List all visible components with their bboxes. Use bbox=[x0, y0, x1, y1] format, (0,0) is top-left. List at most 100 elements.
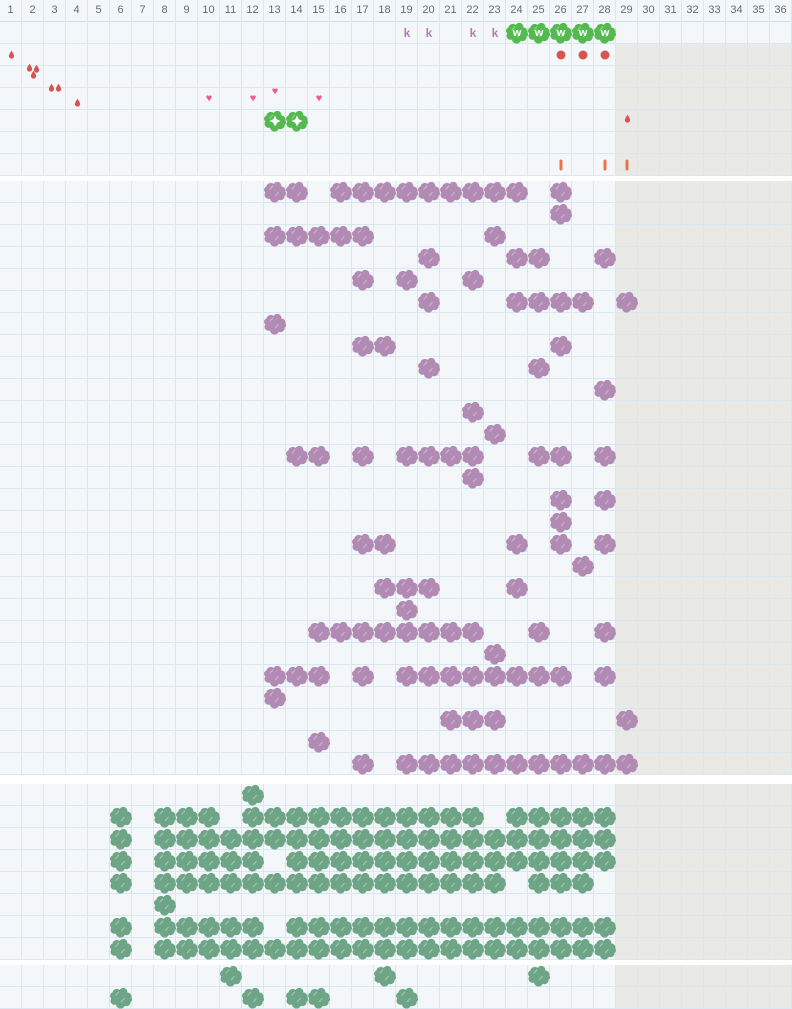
green-bush[interactable] bbox=[154, 938, 176, 960]
green-bush[interactable] bbox=[154, 806, 176, 828]
flower-bush-icon[interactable] bbox=[286, 110, 308, 132]
green-bush[interactable] bbox=[374, 828, 396, 850]
purple-bush[interactable] bbox=[572, 753, 594, 775]
red-droplet-icon[interactable] bbox=[47, 79, 63, 95]
purple-bush[interactable] bbox=[396, 577, 418, 599]
purple-bush[interactable] bbox=[484, 181, 506, 203]
green-bush[interactable] bbox=[550, 850, 572, 872]
purple-bush[interactable] bbox=[506, 291, 528, 313]
green-bush[interactable] bbox=[176, 872, 198, 894]
green-bush[interactable] bbox=[484, 916, 506, 938]
purple-bush[interactable] bbox=[550, 203, 572, 225]
green-bush[interactable] bbox=[396, 916, 418, 938]
green-bush[interactable] bbox=[330, 828, 352, 850]
green-bush[interactable] bbox=[484, 850, 506, 872]
purple-bush[interactable] bbox=[484, 225, 506, 247]
purple-bush[interactable] bbox=[352, 335, 374, 357]
green-bush[interactable] bbox=[242, 916, 264, 938]
green-bush[interactable] bbox=[572, 828, 594, 850]
purple-bush[interactable] bbox=[440, 181, 462, 203]
red-droplet-icon[interactable] bbox=[619, 111, 635, 127]
letter-k-marker[interactable]: k bbox=[425, 26, 433, 40]
green-bush[interactable] bbox=[308, 828, 330, 850]
red-droplet-icon[interactable] bbox=[25, 63, 41, 79]
green-bush[interactable] bbox=[506, 828, 528, 850]
purple-bush[interactable] bbox=[330, 225, 352, 247]
purple-bush[interactable] bbox=[396, 665, 418, 687]
purple-bush[interactable] bbox=[286, 665, 308, 687]
green-bush[interactable] bbox=[528, 916, 550, 938]
purple-bush[interactable] bbox=[462, 445, 484, 467]
purple-bush[interactable] bbox=[286, 181, 308, 203]
green-bush[interactable] bbox=[572, 872, 594, 894]
purple-bush[interactable] bbox=[528, 665, 550, 687]
green-bush[interactable] bbox=[352, 806, 374, 828]
purple-bush[interactable] bbox=[418, 753, 440, 775]
green-bush[interactable] bbox=[396, 806, 418, 828]
purple-bush[interactable] bbox=[330, 181, 352, 203]
purple-bush[interactable] bbox=[462, 181, 484, 203]
green-bush[interactable] bbox=[110, 850, 132, 872]
green-bush[interactable] bbox=[594, 828, 616, 850]
purple-bush[interactable] bbox=[462, 269, 484, 291]
red-dot-icon[interactable] bbox=[556, 50, 566, 60]
green-bush[interactable] bbox=[418, 938, 440, 960]
green-bush[interactable] bbox=[198, 872, 220, 894]
purple-bush[interactable] bbox=[308, 665, 330, 687]
purple-bush[interactable] bbox=[396, 753, 418, 775]
purple-bush[interactable] bbox=[528, 291, 550, 313]
purple-bush[interactable] bbox=[572, 555, 594, 577]
green-bush[interactable] bbox=[440, 938, 462, 960]
green-bush[interactable] bbox=[220, 965, 242, 987]
green-bush[interactable] bbox=[484, 872, 506, 894]
green-bush[interactable] bbox=[176, 938, 198, 960]
purple-bush[interactable] bbox=[418, 665, 440, 687]
purple-bush[interactable] bbox=[440, 445, 462, 467]
green-bush[interactable] bbox=[352, 872, 374, 894]
green-bush[interactable] bbox=[396, 850, 418, 872]
purple-bush[interactable] bbox=[374, 577, 396, 599]
green-bush[interactable] bbox=[418, 828, 440, 850]
orange-tick-icon[interactable] bbox=[559, 159, 563, 171]
green-bush[interactable] bbox=[330, 916, 352, 938]
green-bush[interactable] bbox=[110, 828, 132, 850]
green-bush[interactable] bbox=[286, 828, 308, 850]
heart-icon[interactable]: ♥ bbox=[271, 85, 279, 98]
purple-bush[interactable] bbox=[594, 489, 616, 511]
section-top[interactable] bbox=[0, 22, 792, 176]
purple-bush[interactable] bbox=[594, 533, 616, 555]
purple-bush[interactable] bbox=[374, 533, 396, 555]
green-bush[interactable] bbox=[352, 916, 374, 938]
green-bush[interactable] bbox=[330, 806, 352, 828]
purple-bush[interactable] bbox=[484, 753, 506, 775]
purple-bush[interactable] bbox=[286, 445, 308, 467]
green-bush[interactable] bbox=[440, 828, 462, 850]
purple-bush[interactable] bbox=[264, 687, 286, 709]
green-bush[interactable] bbox=[572, 850, 594, 872]
green-bush[interactable] bbox=[110, 872, 132, 894]
purple-bush[interactable] bbox=[506, 181, 528, 203]
water-bush-icon[interactable]: w bbox=[528, 22, 550, 44]
green-bush[interactable] bbox=[242, 987, 264, 1009]
purple-bush[interactable] bbox=[462, 467, 484, 489]
green-bush[interactable] bbox=[308, 938, 330, 960]
green-bush[interactable] bbox=[176, 806, 198, 828]
green-bush[interactable] bbox=[220, 828, 242, 850]
purple-bush[interactable] bbox=[462, 753, 484, 775]
green-bush[interactable] bbox=[396, 938, 418, 960]
green-bush[interactable] bbox=[440, 806, 462, 828]
purple-bush[interactable] bbox=[264, 665, 286, 687]
purple-bush[interactable] bbox=[396, 621, 418, 643]
green-bush[interactable] bbox=[396, 828, 418, 850]
section-purple[interactable] bbox=[0, 181, 792, 775]
purple-bush[interactable] bbox=[528, 753, 550, 775]
purple-bush[interactable] bbox=[462, 709, 484, 731]
green-bush[interactable] bbox=[440, 916, 462, 938]
green-bush[interactable] bbox=[176, 828, 198, 850]
green-bush[interactable] bbox=[528, 806, 550, 828]
green-bush[interactable] bbox=[462, 872, 484, 894]
green-bush[interactable] bbox=[198, 916, 220, 938]
green-bush[interactable] bbox=[242, 828, 264, 850]
purple-bush[interactable] bbox=[440, 753, 462, 775]
green-bush[interactable] bbox=[286, 987, 308, 1009]
